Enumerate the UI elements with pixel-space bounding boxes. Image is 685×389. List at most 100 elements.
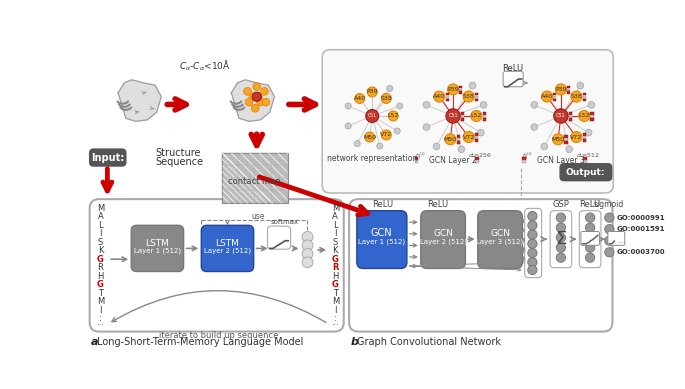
Circle shape — [527, 212, 537, 221]
Circle shape — [556, 253, 566, 262]
Bar — [414, 160, 419, 163]
Text: G: G — [97, 255, 104, 264]
Text: $h_l^{(l)}$: $h_l^{(l)}$ — [414, 150, 425, 162]
Text: network representation: network representation — [327, 154, 417, 163]
Bar — [483, 115, 486, 118]
Text: L: L — [98, 221, 103, 230]
FancyBboxPatch shape — [132, 225, 184, 272]
Text: M50: M50 — [551, 137, 564, 142]
Text: Structure: Structure — [155, 148, 201, 158]
Text: H: H — [332, 272, 338, 280]
Text: M50: M50 — [363, 135, 376, 140]
FancyBboxPatch shape — [503, 71, 523, 87]
Circle shape — [252, 92, 262, 102]
Bar — [564, 138, 567, 141]
Text: ReLU: ReLU — [580, 200, 601, 209]
Text: P39: P39 — [555, 87, 566, 92]
Bar — [460, 86, 462, 88]
Bar — [445, 93, 449, 95]
Circle shape — [388, 111, 398, 121]
Circle shape — [382, 130, 391, 140]
Circle shape — [541, 91, 553, 102]
Circle shape — [423, 102, 429, 108]
Circle shape — [541, 143, 547, 150]
Circle shape — [605, 248, 614, 257]
Bar — [222, 153, 288, 203]
Circle shape — [585, 129, 592, 136]
Circle shape — [477, 129, 484, 136]
FancyBboxPatch shape — [525, 209, 542, 278]
Polygon shape — [232, 80, 275, 121]
Bar — [567, 91, 571, 94]
Text: G: G — [97, 280, 104, 289]
Text: :: : — [99, 314, 102, 323]
Bar — [564, 135, 567, 138]
Circle shape — [387, 86, 393, 91]
Text: I: I — [334, 229, 336, 238]
Circle shape — [531, 124, 538, 130]
Text: GCN: GCN — [433, 228, 453, 238]
Circle shape — [260, 88, 269, 95]
Text: ...: ... — [332, 318, 339, 327]
Text: GO:0003700: GO:0003700 — [617, 249, 666, 255]
Circle shape — [556, 213, 566, 222]
Text: Long-Short-Term-Memory Language Model: Long-Short-Term-Memory Language Model — [97, 337, 303, 347]
Bar — [523, 160, 526, 163]
Text: Layer 2 (512): Layer 2 (512) — [420, 238, 466, 245]
Polygon shape — [118, 80, 161, 121]
Text: Input:: Input: — [91, 152, 125, 163]
Text: Sequence: Sequence — [155, 157, 203, 167]
Text: G: G — [332, 280, 338, 289]
Text: M: M — [332, 204, 339, 213]
Text: contact map: contact map — [228, 177, 281, 186]
FancyBboxPatch shape — [550, 211, 572, 268]
Bar — [583, 96, 586, 98]
FancyBboxPatch shape — [268, 226, 290, 249]
Circle shape — [302, 257, 313, 268]
Text: M: M — [332, 297, 339, 306]
Circle shape — [249, 93, 257, 101]
Text: M: M — [97, 297, 104, 306]
Text: T: T — [333, 289, 338, 298]
Circle shape — [480, 102, 487, 108]
Text: $h_l^{(l)}$: $h_l^{(l)}$ — [523, 150, 533, 162]
Text: V72: V72 — [571, 135, 582, 140]
Text: L: L — [333, 221, 338, 230]
Circle shape — [395, 128, 400, 134]
Bar — [461, 112, 464, 115]
Bar — [475, 157, 480, 160]
Text: S38: S38 — [380, 96, 392, 101]
Bar — [569, 118, 572, 121]
Text: R: R — [97, 263, 103, 272]
Circle shape — [553, 134, 564, 145]
Bar — [590, 115, 594, 118]
Circle shape — [254, 93, 262, 101]
Circle shape — [257, 98, 264, 106]
Text: ...: ... — [617, 238, 624, 244]
Bar — [475, 93, 478, 95]
Text: L52: L52 — [579, 114, 590, 119]
Circle shape — [434, 91, 445, 102]
Bar — [564, 141, 567, 144]
Circle shape — [527, 265, 537, 275]
Circle shape — [527, 230, 537, 239]
Text: Σ: Σ — [556, 230, 566, 248]
Bar — [567, 89, 571, 91]
FancyBboxPatch shape — [349, 199, 612, 331]
Circle shape — [586, 223, 595, 232]
Text: ReLU: ReLU — [427, 200, 448, 209]
Text: :: : — [334, 314, 336, 323]
Bar — [583, 136, 586, 139]
Text: softmax: softmax — [271, 219, 299, 225]
Circle shape — [244, 88, 251, 95]
Circle shape — [471, 110, 482, 121]
Text: Layer 1 (512): Layer 1 (512) — [358, 238, 405, 245]
Text: K: K — [332, 246, 338, 255]
Text: GO:0001591: GO:0001591 — [617, 226, 666, 232]
Text: P39: P39 — [447, 87, 459, 92]
Circle shape — [579, 110, 590, 121]
Bar — [483, 112, 486, 115]
Bar — [583, 98, 586, 101]
Text: ReLU: ReLU — [503, 64, 524, 73]
Bar — [457, 138, 460, 141]
